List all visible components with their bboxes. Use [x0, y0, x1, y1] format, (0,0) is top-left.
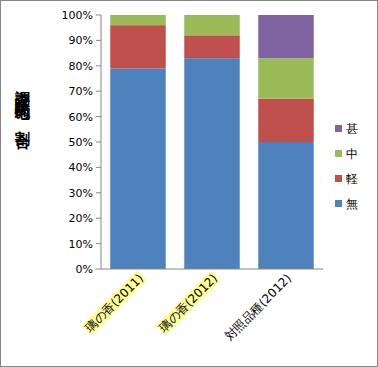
bar-segment [110, 25, 166, 68]
bar-segment [110, 68, 166, 269]
y-tick-label: 100% [62, 9, 93, 22]
bar-segment [184, 15, 240, 16]
chart-frame: {"chart_data": {"type": "bar", "stacked"… [0, 0, 378, 367]
bar-segment [110, 15, 166, 25]
x-axis [101, 269, 323, 270]
bar-segment [258, 58, 314, 99]
x-label-group: 璃の香(2012) [156, 271, 221, 336]
y-tick-label: 10% [69, 238, 93, 251]
legend-swatch [335, 125, 342, 132]
legend-swatch [335, 175, 342, 182]
y-tick [96, 142, 101, 143]
bar-segment [258, 99, 314, 142]
legend-label: 無 [346, 197, 358, 211]
y-tick [96, 167, 101, 168]
y-tick [96, 15, 101, 16]
y-tick-label: 20% [69, 212, 93, 225]
bar-segment [184, 15, 240, 35]
y-tick-label: 30% [69, 187, 93, 200]
label-highlight [82, 271, 147, 336]
y-tick [96, 243, 101, 244]
y-tick-label: 80% [69, 60, 93, 73]
label-highlight [156, 271, 221, 336]
x-label-group: 璃の香(2011) [82, 271, 147, 336]
x-tick-label: 璃の香(2011) [83, 271, 147, 335]
y-tick [96, 218, 101, 219]
legend-label: 甚 [346, 122, 358, 136]
bars [110, 15, 314, 269]
y-tick [96, 116, 101, 117]
x-tick-label: 璃の香(2012) [157, 271, 221, 335]
legend-label: 軽 [346, 172, 358, 186]
bar-segment [184, 35, 240, 58]
y-tick [96, 40, 101, 41]
y-tick-label: 40% [69, 161, 93, 174]
x-tick-label: 対照品種(2012) [222, 271, 294, 343]
y-tick-label: 70% [69, 85, 93, 98]
y-tick-label: 60% [69, 111, 93, 124]
y-tick-label: 90% [69, 34, 93, 47]
y-tick [96, 269, 101, 270]
legend-label: 中 [346, 147, 358, 161]
bar-segment [258, 142, 314, 269]
legend-swatch [335, 200, 342, 207]
y-tick [96, 65, 101, 66]
bar-segment [110, 15, 166, 16]
y-axis-title: 調査試験地の割合 [13, 77, 32, 126]
bar-segment [184, 58, 240, 269]
y-tick-label: 50% [69, 136, 93, 149]
x-label-group: 対照品種(2012) [222, 271, 294, 343]
y-tick [96, 91, 101, 92]
bar-segment [258, 15, 314, 58]
legend-swatch [335, 150, 342, 157]
y-tick-label: 0% [76, 263, 93, 276]
y-axis [101, 15, 102, 269]
y-tick [96, 192, 101, 193]
